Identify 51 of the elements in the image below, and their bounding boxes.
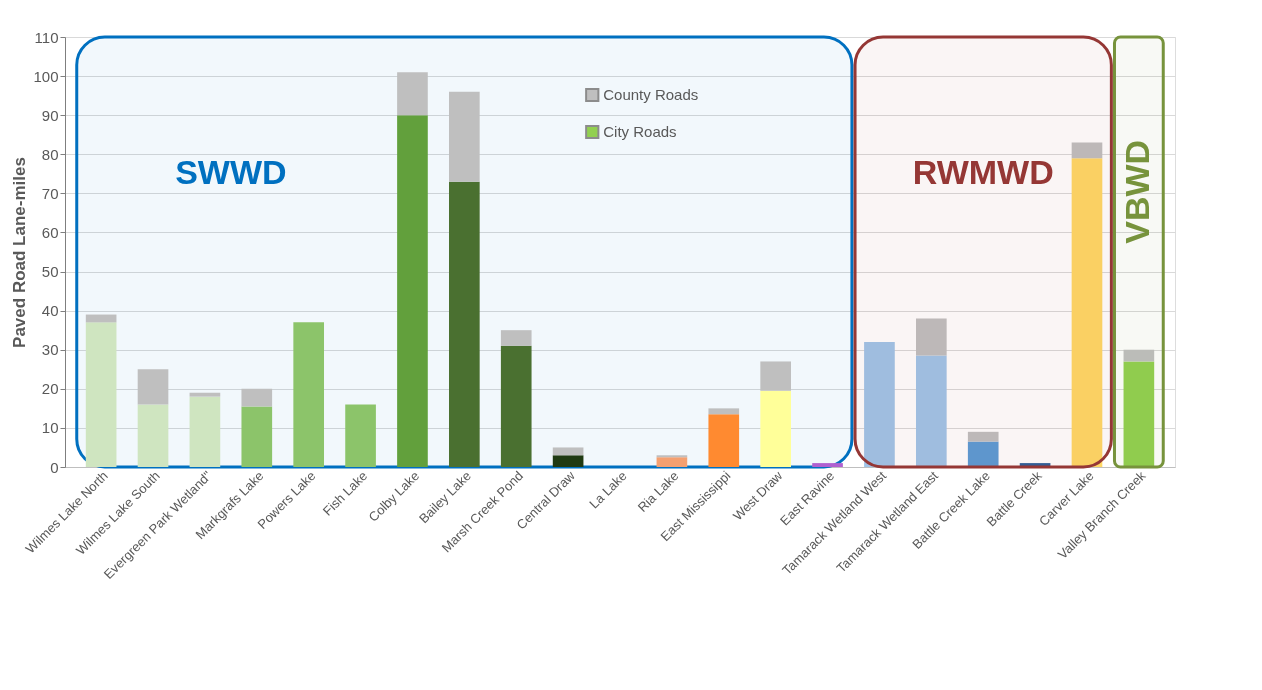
bar <box>656 457 688 467</box>
bar <box>397 115 428 467</box>
bar <box>345 404 376 467</box>
y-axis-title: Paved Road Lane-miles <box>10 157 30 348</box>
y-tick-label: 100 <box>33 67 59 85</box>
bar <box>915 355 947 467</box>
bar <box>967 431 999 442</box>
bar <box>760 361 791 391</box>
y-tick-label: 110 <box>34 28 59 46</box>
bar <box>915 318 947 356</box>
y-tick-label: 90 <box>41 106 59 124</box>
bar <box>1123 361 1155 467</box>
bar <box>137 369 169 405</box>
bar <box>760 390 791 467</box>
bar <box>708 408 740 415</box>
bar <box>1071 158 1103 467</box>
bar <box>1123 349 1155 362</box>
y-tick-label: 0 <box>50 458 59 476</box>
bar <box>241 388 273 407</box>
band-label: RWMWD <box>912 152 1054 191</box>
bar <box>967 441 999 467</box>
y-tick-label: 70 <box>41 184 59 202</box>
bar <box>85 322 117 467</box>
bar <box>552 447 584 456</box>
band-label: VBWD <box>1117 139 1156 244</box>
y-tick-label: 60 <box>41 223 59 241</box>
bar <box>500 330 532 346</box>
bar <box>552 455 584 467</box>
bar <box>1071 142 1103 159</box>
y-tick-label: 10 <box>41 419 59 437</box>
y-tick-label: 20 <box>41 380 59 398</box>
bar <box>189 396 221 467</box>
bar <box>189 392 221 397</box>
bar <box>500 345 532 467</box>
bar <box>449 91 480 182</box>
bar <box>449 181 480 467</box>
y-tick-label: 40 <box>41 302 59 320</box>
band-label: SWWD <box>175 152 287 191</box>
bar <box>1019 463 1051 467</box>
bar <box>293 322 325 467</box>
y-tick-label: 30 <box>41 341 59 359</box>
bar <box>812 463 843 467</box>
bar <box>864 341 895 467</box>
bar <box>241 406 273 467</box>
legend-label: City Roads <box>603 123 677 140</box>
y-tick-label: 50 <box>41 263 59 281</box>
bar <box>397 72 428 116</box>
bar <box>137 404 169 467</box>
y-tick-label: 80 <box>41 145 59 163</box>
legend-label: County Roads <box>603 86 699 103</box>
bar <box>708 414 740 467</box>
